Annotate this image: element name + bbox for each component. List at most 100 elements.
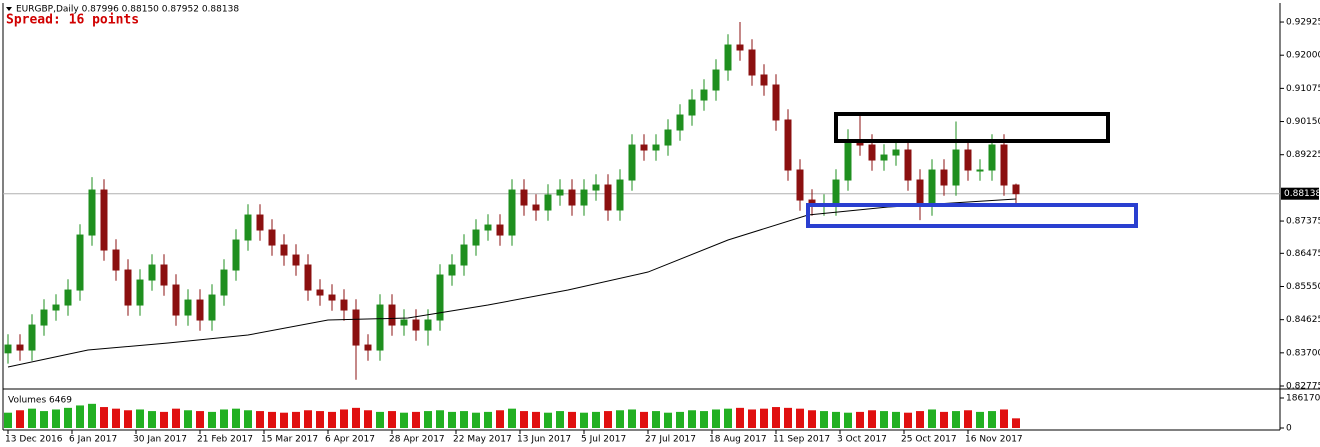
candle-body (88, 189, 96, 236)
candle-body (724, 44, 732, 71)
candle-body (868, 144, 876, 161)
volume-bar (136, 409, 144, 428)
candle-body (412, 319, 420, 331)
x-tick-label: 25 Oct 2017 (901, 435, 957, 445)
volume-bar (688, 410, 696, 428)
volume-bar (748, 409, 756, 428)
x-tick-label: 6 Apr 2017 (325, 435, 375, 445)
volume-bar (100, 407, 108, 428)
volume-bar (112, 408, 120, 428)
candle-body (688, 99, 696, 116)
candle-body (628, 144, 636, 181)
volume-bar (76, 405, 84, 428)
y-tick-label: 0.83700 (1286, 348, 1320, 358)
candle-body (784, 119, 792, 171)
candle-body (256, 214, 264, 231)
volume-bar (148, 411, 156, 428)
volume-bar (532, 411, 540, 428)
volume-bar (940, 411, 948, 428)
candle-body (484, 224, 492, 231)
volume-bar (820, 411, 828, 428)
candle-body (532, 204, 540, 211)
candle-body (4, 344, 12, 354)
candle-body (160, 264, 168, 286)
candle-body (76, 234, 84, 291)
candle-body (556, 189, 564, 196)
candle-body (424, 319, 432, 331)
candle-body (952, 149, 960, 186)
candle-body (388, 304, 396, 326)
y-tick-label: 0.86475 (1286, 249, 1320, 259)
candle-body (976, 169, 984, 172)
candle-body (880, 154, 888, 161)
volume-bar (124, 410, 132, 428)
candle-body (460, 244, 468, 266)
candle-body (340, 299, 348, 311)
y-tick-label: 0.84625 (1286, 315, 1320, 325)
candle-body (136, 279, 144, 306)
volume-bar (568, 411, 576, 428)
menu-arrow[interactable] (6, 7, 12, 11)
candle-body (748, 49, 756, 76)
candle-body (964, 149, 972, 171)
volume-bar (40, 411, 48, 428)
volume-bar (316, 411, 324, 428)
volume-bar (856, 411, 864, 428)
volume-bar (712, 409, 720, 428)
y-tick-label: 0.89225 (1286, 150, 1320, 160)
volume-bar (244, 410, 252, 428)
candle-body (712, 69, 720, 91)
volume-bar (520, 411, 528, 428)
candle-body (520, 189, 528, 206)
candle-body (472, 229, 480, 246)
candle-body (676, 114, 684, 131)
x-tick-label: 16 Nov 2017 (965, 435, 1023, 445)
volume-bar (232, 408, 240, 428)
y-tick-label: 0.85550 (1286, 282, 1320, 292)
candle-body (28, 324, 36, 351)
resistance-box (834, 112, 1110, 143)
candle-body (604, 184, 612, 211)
volume-bar (424, 411, 432, 428)
volume-bar (292, 411, 300, 428)
volume-bar (652, 411, 660, 428)
volume-bar (184, 410, 192, 428)
volume-bar (436, 410, 444, 428)
candle-body (844, 139, 852, 181)
volume-bar (16, 410, 24, 428)
last-price-box (1281, 187, 1319, 200)
candle-body (832, 179, 840, 206)
volume-bar (4, 412, 12, 428)
candle-body (436, 274, 444, 321)
last-price-label: 0.88138 (1284, 189, 1320, 199)
volume-bar (976, 411, 984, 428)
volume-bar (868, 410, 876, 428)
volume-bar (460, 411, 468, 428)
candle-body (916, 179, 924, 206)
candle-body (268, 229, 276, 246)
x-tick-label: 15 Mar 2017 (261, 435, 318, 445)
candle-body (280, 244, 288, 256)
candle-body (592, 184, 600, 191)
volume-bar (880, 411, 888, 428)
volume-bar (988, 411, 996, 428)
volume-tick-label: 0 (1286, 424, 1292, 434)
volume-bar (28, 408, 36, 428)
candle-body (220, 269, 228, 296)
moving-average (7, 198, 1017, 368)
x-tick-label: 13 Dec 2016 (5, 435, 63, 445)
x-tick-label: 6 Jan 2017 (69, 435, 117, 445)
volume-bar (964, 410, 972, 428)
volume-bar (736, 407, 744, 428)
candle-body (508, 189, 516, 236)
candle-body (304, 264, 312, 291)
volume-bar (388, 411, 396, 428)
volume-bar (88, 403, 96, 428)
volume-bar (364, 410, 372, 428)
candle-body (232, 239, 240, 271)
y-tick-label: 0.92000 (1286, 51, 1320, 61)
symbol-header: EURGBP,Daily 0.87996 0.88150 0.87952 0.8… (16, 5, 239, 15)
volume-bar (772, 407, 780, 428)
